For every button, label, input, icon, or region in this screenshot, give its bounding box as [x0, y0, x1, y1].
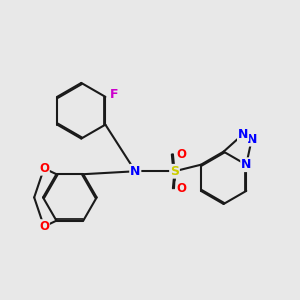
Text: N: N: [247, 133, 257, 146]
Text: O: O: [176, 182, 186, 195]
Text: N: N: [130, 165, 140, 178]
Text: O: O: [176, 148, 186, 161]
Text: O: O: [39, 220, 49, 233]
Text: N: N: [241, 158, 251, 171]
Text: F: F: [110, 88, 119, 101]
Text: O: O: [39, 162, 49, 175]
Text: N: N: [238, 128, 248, 141]
Text: S: S: [170, 165, 179, 178]
